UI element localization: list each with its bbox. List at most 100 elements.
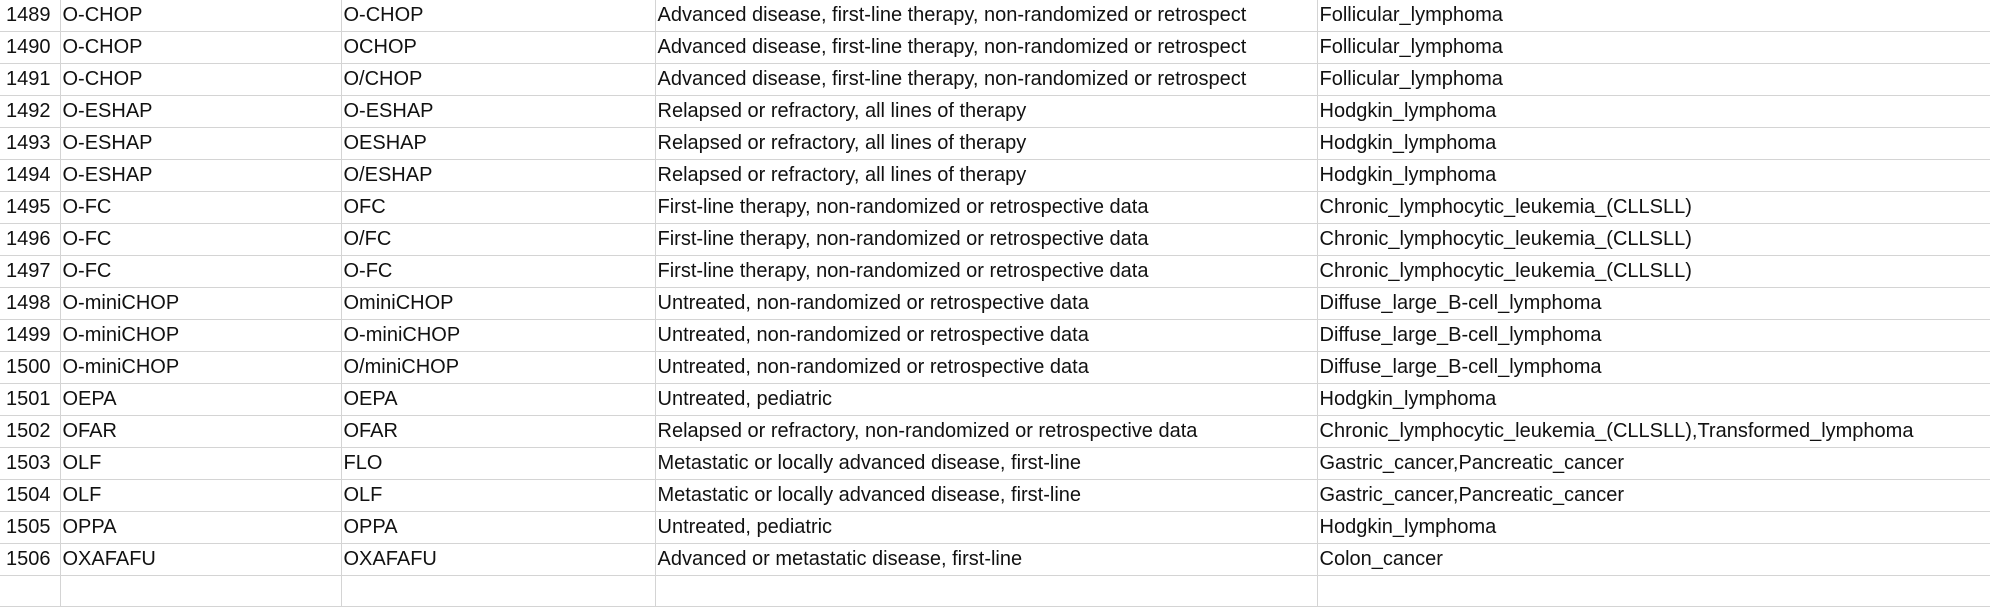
table-row: 1496 O-FC O/FC First-line therapy, non-rand… bbox=[0, 223, 1990, 256]
cell-disease[interactable]: Hodgkin_lymphoma bbox=[1317, 511, 1990, 544]
row-number: 1500 bbox=[0, 351, 61, 384]
cell-disease[interactable] bbox=[1317, 575, 1990, 607]
cell-regimen[interactable]: OLF bbox=[60, 447, 342, 480]
cell-regimen[interactable]: O-CHOP bbox=[60, 31, 342, 64]
cell-alias[interactable]: OESHAP bbox=[341, 127, 656, 160]
cell-disease[interactable]: Gastric_cancer,Pancreatic_cancer bbox=[1317, 447, 1990, 480]
cell-disease[interactable]: Chronic_lymphocytic_leukemia_(CLLSLL) bbox=[1317, 255, 1990, 288]
cell-alias[interactable]: O/CHOP bbox=[341, 63, 656, 96]
cell-alias[interactable]: OPPA bbox=[341, 511, 656, 544]
table-row: 1500 O-miniCHOP O/miniCHOP Untreated, non-r… bbox=[0, 351, 1990, 384]
cell-disease[interactable]: Gastric_cancer,Pancreatic_cancer bbox=[1317, 479, 1990, 512]
cell-regimen[interactable]: O-CHOP bbox=[60, 63, 342, 96]
cell-regimen[interactable]: OLF bbox=[60, 479, 342, 512]
cell-regimen[interactable]: O-CHOP bbox=[60, 0, 342, 32]
row-number: 1499 bbox=[0, 319, 61, 352]
cell-alias[interactable]: OFAR bbox=[341, 415, 656, 448]
row-number: 1505 bbox=[0, 511, 61, 544]
cell-context[interactable]: First-line therapy, non-randomized or re… bbox=[655, 255, 1318, 288]
cell-alias[interactable]: O/ESHAP bbox=[341, 159, 656, 192]
cell-context[interactable]: Advanced or metastatic disease, first-li… bbox=[655, 543, 1318, 576]
cell-context[interactable]: Untreated, pediatric bbox=[655, 383, 1318, 416]
cell-alias[interactable]: OCHOP bbox=[341, 31, 656, 64]
cell-regimen[interactable]: OXAFAFU bbox=[60, 543, 342, 576]
row-number: 1506 bbox=[0, 543, 61, 576]
table-row: 1503 OLF FLO Metastatic or locally advanced… bbox=[0, 447, 1990, 480]
cell-regimen[interactable]: O-FC bbox=[60, 191, 342, 224]
table-row: 1492 O-ESHAP O-ESHAP Relapsed or refractory… bbox=[0, 95, 1990, 128]
cell-disease[interactable]: Hodgkin_lymphoma bbox=[1317, 159, 1990, 192]
cell-context[interactable]: Advanced disease, first-line therapy, no… bbox=[655, 0, 1318, 32]
cell-alias[interactable]: FLO bbox=[341, 447, 656, 480]
cell-regimen[interactable]: O-miniCHOP bbox=[60, 287, 342, 320]
cell-alias[interactable]: OXAFAFU bbox=[341, 543, 656, 576]
cell-alias[interactable]: O-FC bbox=[341, 255, 656, 288]
table-row: 1497 O-FC O-FC First-line therapy, non-rand… bbox=[0, 255, 1990, 288]
table-row: 1491 O-CHOP O/CHOP Advanced disease, first-… bbox=[0, 63, 1990, 96]
table-row: 1498 O-miniCHOP OminiCHOP Untreated, non-ra… bbox=[0, 287, 1990, 320]
cell-context[interactable]: First-line therapy, non-randomized or re… bbox=[655, 223, 1318, 256]
cell-disease[interactable]: Follicular_lymphoma bbox=[1317, 63, 1990, 96]
cell-disease[interactable]: Chronic_lymphocytic_leukemia_(CLLSLL) bbox=[1317, 223, 1990, 256]
row-number: 1489 bbox=[0, 0, 61, 32]
cell-alias[interactable]: OEPA bbox=[341, 383, 656, 416]
cell-regimen[interactable]: O-ESHAP bbox=[60, 127, 342, 160]
cell-disease[interactable]: Follicular_lymphoma bbox=[1317, 31, 1990, 64]
cell-alias[interactable]: OFC bbox=[341, 191, 656, 224]
cell-regimen[interactable]: O-FC bbox=[60, 223, 342, 256]
row-number: 1496 bbox=[0, 223, 61, 256]
cell-regimen[interactable]: O-FC bbox=[60, 255, 342, 288]
cell-context[interactable]: Relapsed or refractory, all lines of the… bbox=[655, 127, 1318, 160]
cell-disease[interactable]: Chronic_lymphocytic_leukemia_(CLLSLL),Tr… bbox=[1317, 415, 1990, 448]
cell-context[interactable]: Advanced disease, first-line therapy, no… bbox=[655, 63, 1318, 96]
cell-alias[interactable]: O/miniCHOP bbox=[341, 351, 656, 384]
row-number: 1502 bbox=[0, 415, 61, 448]
cell-regimen[interactable]: OFAR bbox=[60, 415, 342, 448]
cell-alias[interactable]: OminiCHOP bbox=[341, 287, 656, 320]
table-row: 1499 O-miniCHOP O-miniCHOP Untreated, non-r… bbox=[0, 319, 1990, 352]
cell-context[interactable]: Relapsed or refractory, all lines of the… bbox=[655, 159, 1318, 192]
cell-regimen[interactable]: O-miniCHOP bbox=[60, 319, 342, 352]
cell-context[interactable]: Metastatic or locally advanced disease, … bbox=[655, 479, 1318, 512]
cell-disease[interactable]: Hodgkin_lymphoma bbox=[1317, 95, 1990, 128]
cell-disease[interactable]: Chronic_lymphocytic_leukemia_(CLLSLL) bbox=[1317, 191, 1990, 224]
cell-context[interactable]: Untreated, non-randomized or retrospecti… bbox=[655, 287, 1318, 320]
cell-regimen[interactable]: O-miniCHOP bbox=[60, 351, 342, 384]
cell-context[interactable]: Untreated, pediatric bbox=[655, 511, 1318, 544]
table-row bbox=[0, 575, 1990, 607]
cell-regimen[interactable]: O-ESHAP bbox=[60, 159, 342, 192]
cell-regimen[interactable]: OEPA bbox=[60, 383, 342, 416]
cell-regimen[interactable]: OPPA bbox=[60, 511, 342, 544]
cell-alias[interactable]: O-miniCHOP bbox=[341, 319, 656, 352]
row-number: 1497 bbox=[0, 255, 61, 288]
row-number bbox=[0, 575, 61, 607]
cell-disease[interactable]: Hodgkin_lymphoma bbox=[1317, 127, 1990, 160]
cell-context[interactable]: Relapsed or refractory, all lines of the… bbox=[655, 95, 1318, 128]
cell-context[interactable]: Relapsed or refractory, non-randomized o… bbox=[655, 415, 1318, 448]
cell-alias[interactable] bbox=[341, 575, 656, 607]
table-row: 1494 O-ESHAP O/ESHAP Relapsed or refractory… bbox=[0, 159, 1990, 192]
cell-disease[interactable]: Hodgkin_lymphoma bbox=[1317, 383, 1990, 416]
cell-context[interactable]: Untreated, non-randomized or retrospecti… bbox=[655, 319, 1318, 352]
row-number: 1501 bbox=[0, 383, 61, 416]
cell-context[interactable]: Metastatic or locally advanced disease, … bbox=[655, 447, 1318, 480]
cell-alias[interactable]: O/FC bbox=[341, 223, 656, 256]
cell-alias[interactable]: O-ESHAP bbox=[341, 95, 656, 128]
cell-context[interactable]: Advanced disease, first-line therapy, no… bbox=[655, 31, 1318, 64]
table-row: 1502 OFAR OFAR Relapsed or refractory, non-… bbox=[0, 415, 1990, 448]
cell-disease[interactable]: Colon_cancer bbox=[1317, 543, 1990, 576]
cell-alias[interactable]: OLF bbox=[341, 479, 656, 512]
row-number: 1493 bbox=[0, 127, 61, 160]
cell-context[interactable]: Untreated, non-randomized or retrospecti… bbox=[655, 351, 1318, 384]
cell-regimen[interactable] bbox=[60, 575, 342, 607]
cell-disease[interactable]: Diffuse_large_B-cell_lymphoma bbox=[1317, 287, 1990, 320]
cell-disease[interactable]: Diffuse_large_B-cell_lymphoma bbox=[1317, 319, 1990, 352]
cell-context[interactable]: First-line therapy, non-randomized or re… bbox=[655, 191, 1318, 224]
cell-regimen[interactable]: O-ESHAP bbox=[60, 95, 342, 128]
cell-context[interactable] bbox=[655, 575, 1318, 607]
row-number: 1490 bbox=[0, 31, 61, 64]
cell-disease[interactable]: Diffuse_large_B-cell_lymphoma bbox=[1317, 351, 1990, 384]
cell-disease[interactable]: Follicular_lymphoma bbox=[1317, 0, 1990, 32]
cell-alias[interactable]: O-CHOP bbox=[341, 0, 656, 32]
